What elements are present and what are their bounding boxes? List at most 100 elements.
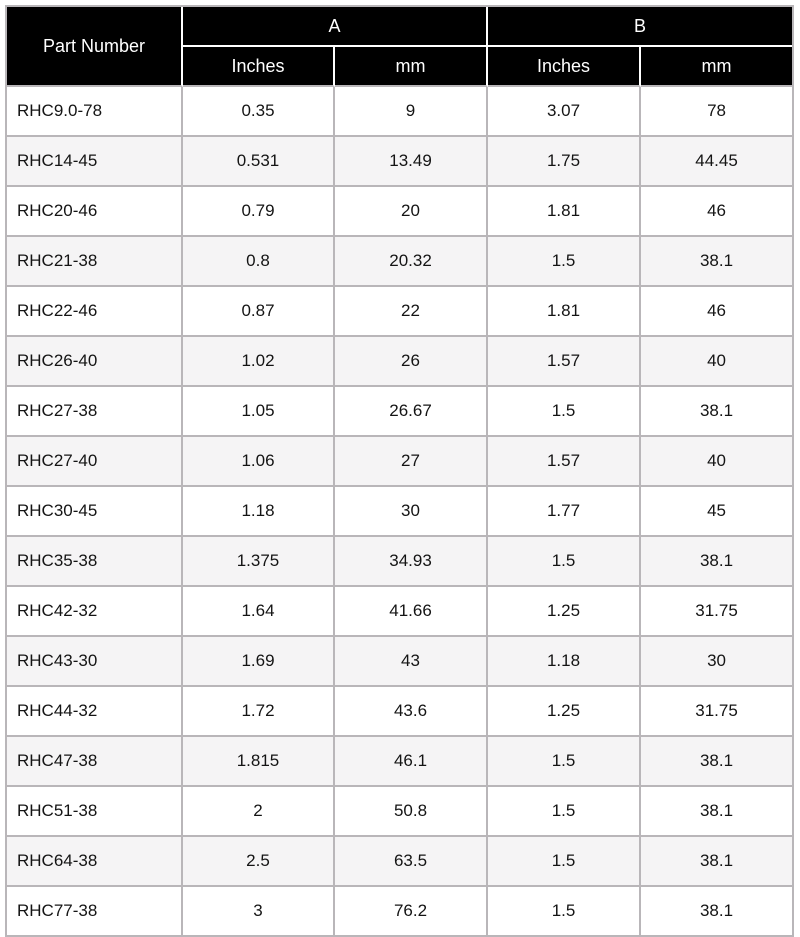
a-mm-cell: 43: [335, 637, 489, 687]
b-inches-cell: 1.77: [488, 487, 642, 537]
b-inches-cell: 1.5: [488, 537, 642, 587]
a-mm-cell: 26: [335, 337, 489, 387]
table-row: RHC27-40 1.06 27 1.57 40: [7, 437, 793, 487]
a-inches-cell: 1.815: [183, 737, 335, 787]
b-mm-cell: 31.75: [641, 687, 793, 737]
part-number-cell: RHC27-40: [7, 437, 183, 487]
a-mm-cell: 27: [335, 437, 489, 487]
a-inches-cell: 1.02: [183, 337, 335, 387]
column-header-a-inches: Inches: [183, 47, 335, 87]
a-inches-cell: 1.72: [183, 687, 335, 737]
column-header-b-mm: mm: [641, 47, 793, 87]
a-inches-cell: 0.35: [183, 87, 335, 137]
b-inches-cell: 1.5: [488, 387, 642, 437]
b-inches-cell: 1.57: [488, 337, 642, 387]
table-row: RHC27-38 1.05 26.67 1.5 38.1: [7, 387, 793, 437]
table-row: RHC51-38 2 50.8 1.5 38.1: [7, 787, 793, 837]
a-inches-cell: 1.375: [183, 537, 335, 587]
a-mm-cell: 26.67: [335, 387, 489, 437]
b-inches-cell: 1.5: [488, 737, 642, 787]
a-mm-cell: 50.8: [335, 787, 489, 837]
a-mm-cell: 76.2: [335, 887, 489, 935]
a-inches-cell: 1.18: [183, 487, 335, 537]
b-inches-cell: 1.57: [488, 437, 642, 487]
b-inches-cell: 1.25: [488, 587, 642, 637]
a-mm-cell: 20.32: [335, 237, 489, 287]
a-mm-cell: 41.66: [335, 587, 489, 637]
b-mm-cell: 46: [641, 287, 793, 337]
b-inches-cell: 1.25: [488, 687, 642, 737]
b-mm-cell: 38.1: [641, 887, 793, 935]
a-inches-cell: 1.05: [183, 387, 335, 437]
a-mm-cell: 30: [335, 487, 489, 537]
b-mm-cell: 38.1: [641, 537, 793, 587]
b-inches-cell: 1.81: [488, 287, 642, 337]
b-mm-cell: 78: [641, 87, 793, 137]
part-number-cell: RHC44-32: [7, 687, 183, 737]
part-number-cell: RHC27-38: [7, 387, 183, 437]
part-number-cell: RHC22-46: [7, 287, 183, 337]
b-inches-cell: 1.81: [488, 187, 642, 237]
a-inches-cell: 0.87: [183, 287, 335, 337]
a-inches-cell: 2.5: [183, 837, 335, 887]
table-row: RHC77-38 3 76.2 1.5 38.1: [7, 887, 793, 935]
part-number-cell: RHC9.0-78: [7, 87, 183, 137]
column-group-header-b: B: [488, 7, 793, 47]
table-row: RHC21-38 0.8 20.32 1.5 38.1: [7, 237, 793, 287]
part-number-cell: RHC14-45: [7, 137, 183, 187]
part-number-cell: RHC51-38: [7, 787, 183, 837]
column-header-part-number: Part Number: [7, 7, 183, 87]
part-number-cell: RHC64-38: [7, 837, 183, 887]
b-inches-cell: 1.5: [488, 787, 642, 837]
a-inches-cell: 1.06: [183, 437, 335, 487]
column-header-b-inches: Inches: [488, 47, 642, 87]
part-number-cell: RHC21-38: [7, 237, 183, 287]
part-number-cell: RHC43-30: [7, 637, 183, 687]
table-row: RHC30-45 1.18 30 1.77 45: [7, 487, 793, 537]
part-number-cell: RHC35-38: [7, 537, 183, 587]
b-mm-cell: 40: [641, 337, 793, 387]
part-number-cell: RHC26-40: [7, 337, 183, 387]
a-inches-cell: 0.8: [183, 237, 335, 287]
a-mm-cell: 46.1: [335, 737, 489, 787]
b-mm-cell: 40: [641, 437, 793, 487]
part-number-cell: RHC20-46: [7, 187, 183, 237]
table-row: RHC42-32 1.64 41.66 1.25 31.75: [7, 587, 793, 637]
b-mm-cell: 30: [641, 637, 793, 687]
a-inches-cell: 1.64: [183, 587, 335, 637]
b-inches-cell: 1.75: [488, 137, 642, 187]
part-number-cell: RHC30-45: [7, 487, 183, 537]
column-header-a-mm: mm: [335, 47, 489, 87]
a-mm-cell: 34.93: [335, 537, 489, 587]
a-inches-cell: 0.79: [183, 187, 335, 237]
b-mm-cell: 46: [641, 187, 793, 237]
a-mm-cell: 20: [335, 187, 489, 237]
b-mm-cell: 45: [641, 487, 793, 537]
a-mm-cell: 43.6: [335, 687, 489, 737]
table-body: RHC9.0-78 0.35 9 3.07 78 RHC14-45 0.531 13.49 1.…: [7, 87, 793, 935]
a-mm-cell: 13.49: [335, 137, 489, 187]
a-mm-cell: 9: [335, 87, 489, 137]
b-inches-cell: 1.18: [488, 637, 642, 687]
part-number-cell: RHC42-32: [7, 587, 183, 637]
a-inches-cell: 1.69: [183, 637, 335, 687]
b-mm-cell: 38.1: [641, 787, 793, 837]
table-row: RHC47-38 1.815 46.1 1.5 38.1: [7, 737, 793, 787]
b-inches-cell: 1.5: [488, 887, 642, 935]
b-mm-cell: 38.1: [641, 737, 793, 787]
table-row: RHC22-46 0.87 22 1.81 46: [7, 287, 793, 337]
b-mm-cell: 38.1: [641, 387, 793, 437]
b-mm-cell: 38.1: [641, 237, 793, 287]
table-row: RHC9.0-78 0.35 9 3.07 78: [7, 87, 793, 137]
b-mm-cell: 31.75: [641, 587, 793, 637]
table-row: RHC64-38 2.5 63.5 1.5 38.1: [7, 837, 793, 887]
table-row: RHC26-40 1.02 26 1.57 40: [7, 337, 793, 387]
table-row: RHC44-32 1.72 43.6 1.25 31.75: [7, 687, 793, 737]
table-row: RHC35-38 1.375 34.93 1.5 38.1: [7, 537, 793, 587]
table-row: RHC20-46 0.79 20 1.81 46: [7, 187, 793, 237]
a-inches-cell: 0.531: [183, 137, 335, 187]
a-mm-cell: 22: [335, 287, 489, 337]
column-group-header-a: A: [183, 7, 489, 47]
b-mm-cell: 44.45: [641, 137, 793, 187]
